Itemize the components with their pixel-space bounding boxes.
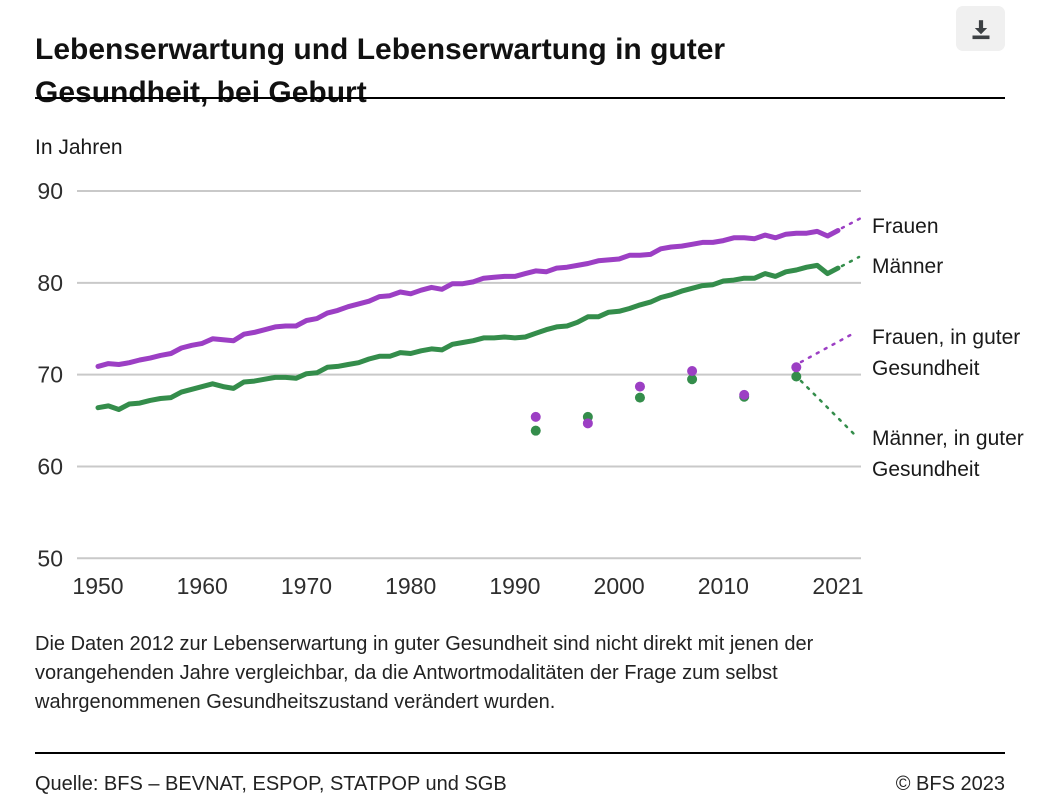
line-frauen (95, 228, 841, 369)
y-axis-tick-labels: 90 80 70 60 50 (37, 178, 63, 571)
data-point (791, 362, 802, 373)
dots-frauen-gesund (530, 362, 802, 429)
footnote-text: Die Daten 2012 zur Lebenserwartung in gu… (35, 633, 814, 713)
x-tick-label: 2010 (698, 573, 749, 599)
data-point (739, 389, 750, 400)
leader-frauen (840, 216, 863, 230)
y-tick-label: 70 (37, 362, 63, 388)
leader-frauen-gesund (799, 330, 858, 364)
x-tick-label: 1950 (72, 573, 123, 599)
x-tick-label: 1970 (281, 573, 332, 599)
data-point (634, 381, 645, 392)
legend-item-frauen: Frauen (872, 215, 939, 238)
copyright-text: © BFS 2023 (895, 773, 1005, 795)
y-tick-label: 80 (37, 270, 63, 296)
title-divider (35, 97, 1005, 99)
x-tick-label: 2000 (594, 573, 645, 599)
x-axis-tick-labels: 1950 1960 1970 1980 1990 2000 2010 2021 (72, 573, 863, 599)
legend-item-maenner-gesund: Männer, in guter Gesundheit (872, 427, 1024, 481)
x-tick-label: 1960 (177, 573, 228, 599)
data-point (530, 425, 541, 436)
y-tick-label: 90 (37, 178, 63, 204)
source-text: Quelle: BFS – BEVNAT, ESPOP, STATPOP und… (35, 773, 507, 795)
download-button[interactable] (956, 6, 1005, 51)
data-point (582, 418, 593, 429)
data-point (687, 365, 698, 376)
data-point (791, 371, 802, 382)
leader-maenner (840, 255, 861, 268)
legend-item-maenner: Männer (872, 255, 944, 278)
dots-maenner-gesund (530, 371, 802, 436)
axis-unit-label: In Jahren (35, 136, 123, 159)
x-tick-label: 1980 (385, 573, 436, 599)
y-tick-label: 60 (37, 453, 63, 479)
x-tick-label: 1990 (489, 573, 540, 599)
leader-maenner-gesund (799, 379, 859, 439)
page-title: Lebenserwartung und Lebenserwartung in g… (35, 33, 726, 110)
data-point (530, 411, 541, 422)
line-maenner (95, 262, 841, 412)
legend-item-frauen-gesund: Frauen, in guter Gesundheit (872, 326, 1021, 380)
y-tick-label: 50 (37, 545, 63, 571)
data-point (634, 392, 645, 403)
x-tick-label: 2021 (812, 573, 863, 599)
footer-divider (35, 752, 1005, 754)
download-icon (969, 17, 993, 41)
gridlines (77, 190, 861, 560)
data-point (687, 374, 698, 385)
